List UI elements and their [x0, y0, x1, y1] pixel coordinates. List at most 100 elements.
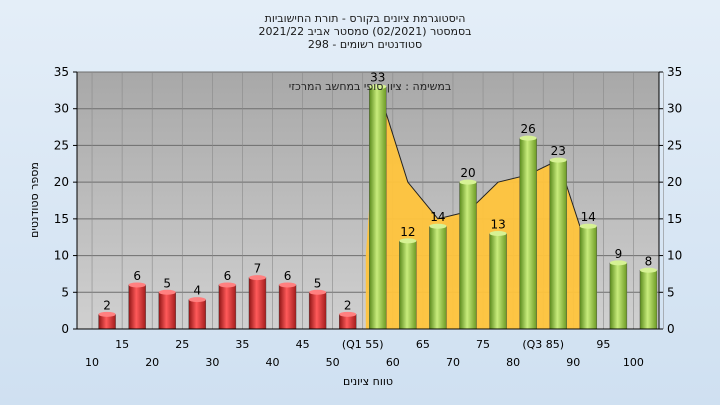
x-tick-label-lower: 40 — [266, 356, 280, 369]
y-axis-right-ticks: 0 5 10 15 20 25 30 35 — [659, 65, 682, 336]
bar-value-label: 13 — [490, 218, 505, 232]
bar-cap — [609, 260, 627, 266]
bar-value-label: 26 — [521, 122, 536, 136]
histogram-bar — [369, 86, 387, 330]
histogram-bar — [429, 225, 447, 330]
x-tick-label-upper: (Q3 85) — [522, 338, 564, 351]
x-tick-label-upper: 25 — [175, 338, 189, 351]
bar-cap — [339, 311, 357, 317]
chart-title-line: היסטוגרמת ציונים בקורס - תורת החישוביות — [265, 12, 466, 25]
bar-value-label: 14 — [581, 210, 596, 224]
bar-cap — [98, 311, 116, 317]
chart-title-line: סטודנטים רשומים - 298 — [308, 38, 422, 51]
y-tick-label-left: 0 — [61, 322, 69, 336]
bar-value-label: 6 — [224, 269, 232, 283]
bar-cap — [579, 223, 597, 229]
bar-cap — [549, 157, 567, 163]
bars — [98, 84, 658, 330]
bar-cap — [218, 282, 236, 288]
y-tick-label-right: 5 — [667, 285, 675, 299]
x-tick-label-upper: 75 — [476, 338, 490, 351]
bar-value-label: 23 — [551, 144, 566, 158]
histogram-bar — [459, 181, 477, 330]
bar-cap — [429, 223, 447, 229]
histogram-bar — [188, 299, 207, 330]
bar-value-label: 4 — [193, 284, 201, 298]
x-tick-label-lower: 10 — [85, 356, 99, 369]
x-tick-label-lower: 60 — [386, 356, 400, 369]
x-axis-label: טווח ציונים — [343, 375, 393, 388]
histogram-bar — [399, 240, 417, 330]
histogram-bar — [248, 277, 267, 330]
y-tick-label-left: 5 — [61, 285, 69, 299]
y-axis-left-ticks: 0 5 10 15 20 25 30 35 — [54, 65, 77, 336]
x-tick-label-upper: 35 — [235, 338, 249, 351]
histogram-bar — [218, 284, 237, 330]
y-tick-label-right: 30 — [667, 102, 682, 116]
y-tick-label-right: 35 — [667, 65, 682, 79]
y-tick-label-right: 0 — [667, 322, 675, 336]
x-tick-label-lower: 70 — [446, 356, 460, 369]
bar-cap — [248, 275, 266, 281]
chart-annotation: במשימה : ציון סופי במחשב המרכזי — [289, 80, 452, 93]
bar-value-label: 20 — [460, 166, 475, 180]
bar-value-label: 12 — [400, 225, 415, 239]
y-tick-label-left: 35 — [54, 65, 69, 79]
bar-value-label: 5 — [163, 276, 171, 290]
histogram-bar — [158, 292, 176, 330]
bar-cap — [279, 282, 297, 288]
bar-cap — [399, 238, 417, 244]
x-tick-label-upper: (Q1 55) — [342, 338, 384, 351]
histogram-bar — [609, 262, 628, 330]
bar-value-label: 9 — [615, 247, 623, 261]
y-tick-label-left: 25 — [54, 138, 69, 152]
bar-cap — [489, 231, 507, 237]
bar-value-label: 5 — [314, 276, 322, 290]
bar-value-label: 14 — [430, 210, 445, 224]
histogram-bar — [128, 284, 146, 330]
x-tick-label-lower: 80 — [506, 356, 520, 369]
x-tick-label-lower: 100 — [623, 356, 644, 369]
bar-value-label: 2 — [344, 298, 352, 312]
histogram-bar — [549, 159, 567, 330]
y-axis-label: מספר סטודנטים — [28, 162, 41, 238]
bar-cap — [459, 179, 477, 185]
bar-cap — [639, 267, 657, 273]
bar-cap — [158, 289, 176, 295]
x-axis-ticks: 15 25 35 45 (Q1 55) 65 75 (Q3 85) 95 10 20 30 40 50 60… — [85, 338, 644, 369]
y-tick-label-left: 20 — [54, 175, 69, 189]
y-tick-label-right: 25 — [667, 138, 682, 152]
x-tick-label-lower: 30 — [205, 356, 219, 369]
histogram-bar — [278, 284, 297, 330]
bar-cap — [309, 289, 327, 295]
y-tick-label-left: 15 — [54, 212, 69, 226]
bar-cap — [128, 282, 146, 288]
x-tick-label-upper: 45 — [296, 338, 310, 351]
bar-value-label: 33 — [370, 71, 385, 85]
histogram-bar — [308, 292, 327, 330]
x-tick-label-upper: 95 — [596, 338, 610, 351]
bar-cap — [369, 84, 387, 90]
axes — [76, 72, 660, 330]
y-tick-label-right: 20 — [667, 175, 682, 189]
chart-title: היסטוגרמת ציונים בקורס - תורת החישוביותב… — [258, 12, 471, 51]
bar-cap — [188, 297, 206, 303]
bar-cap — [519, 135, 537, 141]
y-tick-label-left: 10 — [54, 249, 69, 263]
bar-value-label: 6 — [284, 269, 292, 283]
chart-title-line: בסמסטר (02/2021) סמסטר אביב 2021/22 — [258, 25, 471, 38]
x-tick-label-upper: 15 — [115, 338, 129, 351]
x-tick-label-lower: 20 — [145, 356, 159, 369]
x-tick-label-lower: 90 — [566, 356, 580, 369]
bar-value-label: 7 — [254, 262, 262, 276]
x-tick-label-lower: 50 — [326, 356, 340, 369]
y-tick-label-left: 30 — [54, 102, 69, 116]
bar-value-label: 2 — [103, 298, 111, 312]
y-tick-label-right: 10 — [667, 249, 682, 263]
bar-value-label: 8 — [645, 254, 653, 268]
x-tick-label-upper: 65 — [416, 338, 430, 351]
bar-value-label: 6 — [133, 269, 141, 283]
